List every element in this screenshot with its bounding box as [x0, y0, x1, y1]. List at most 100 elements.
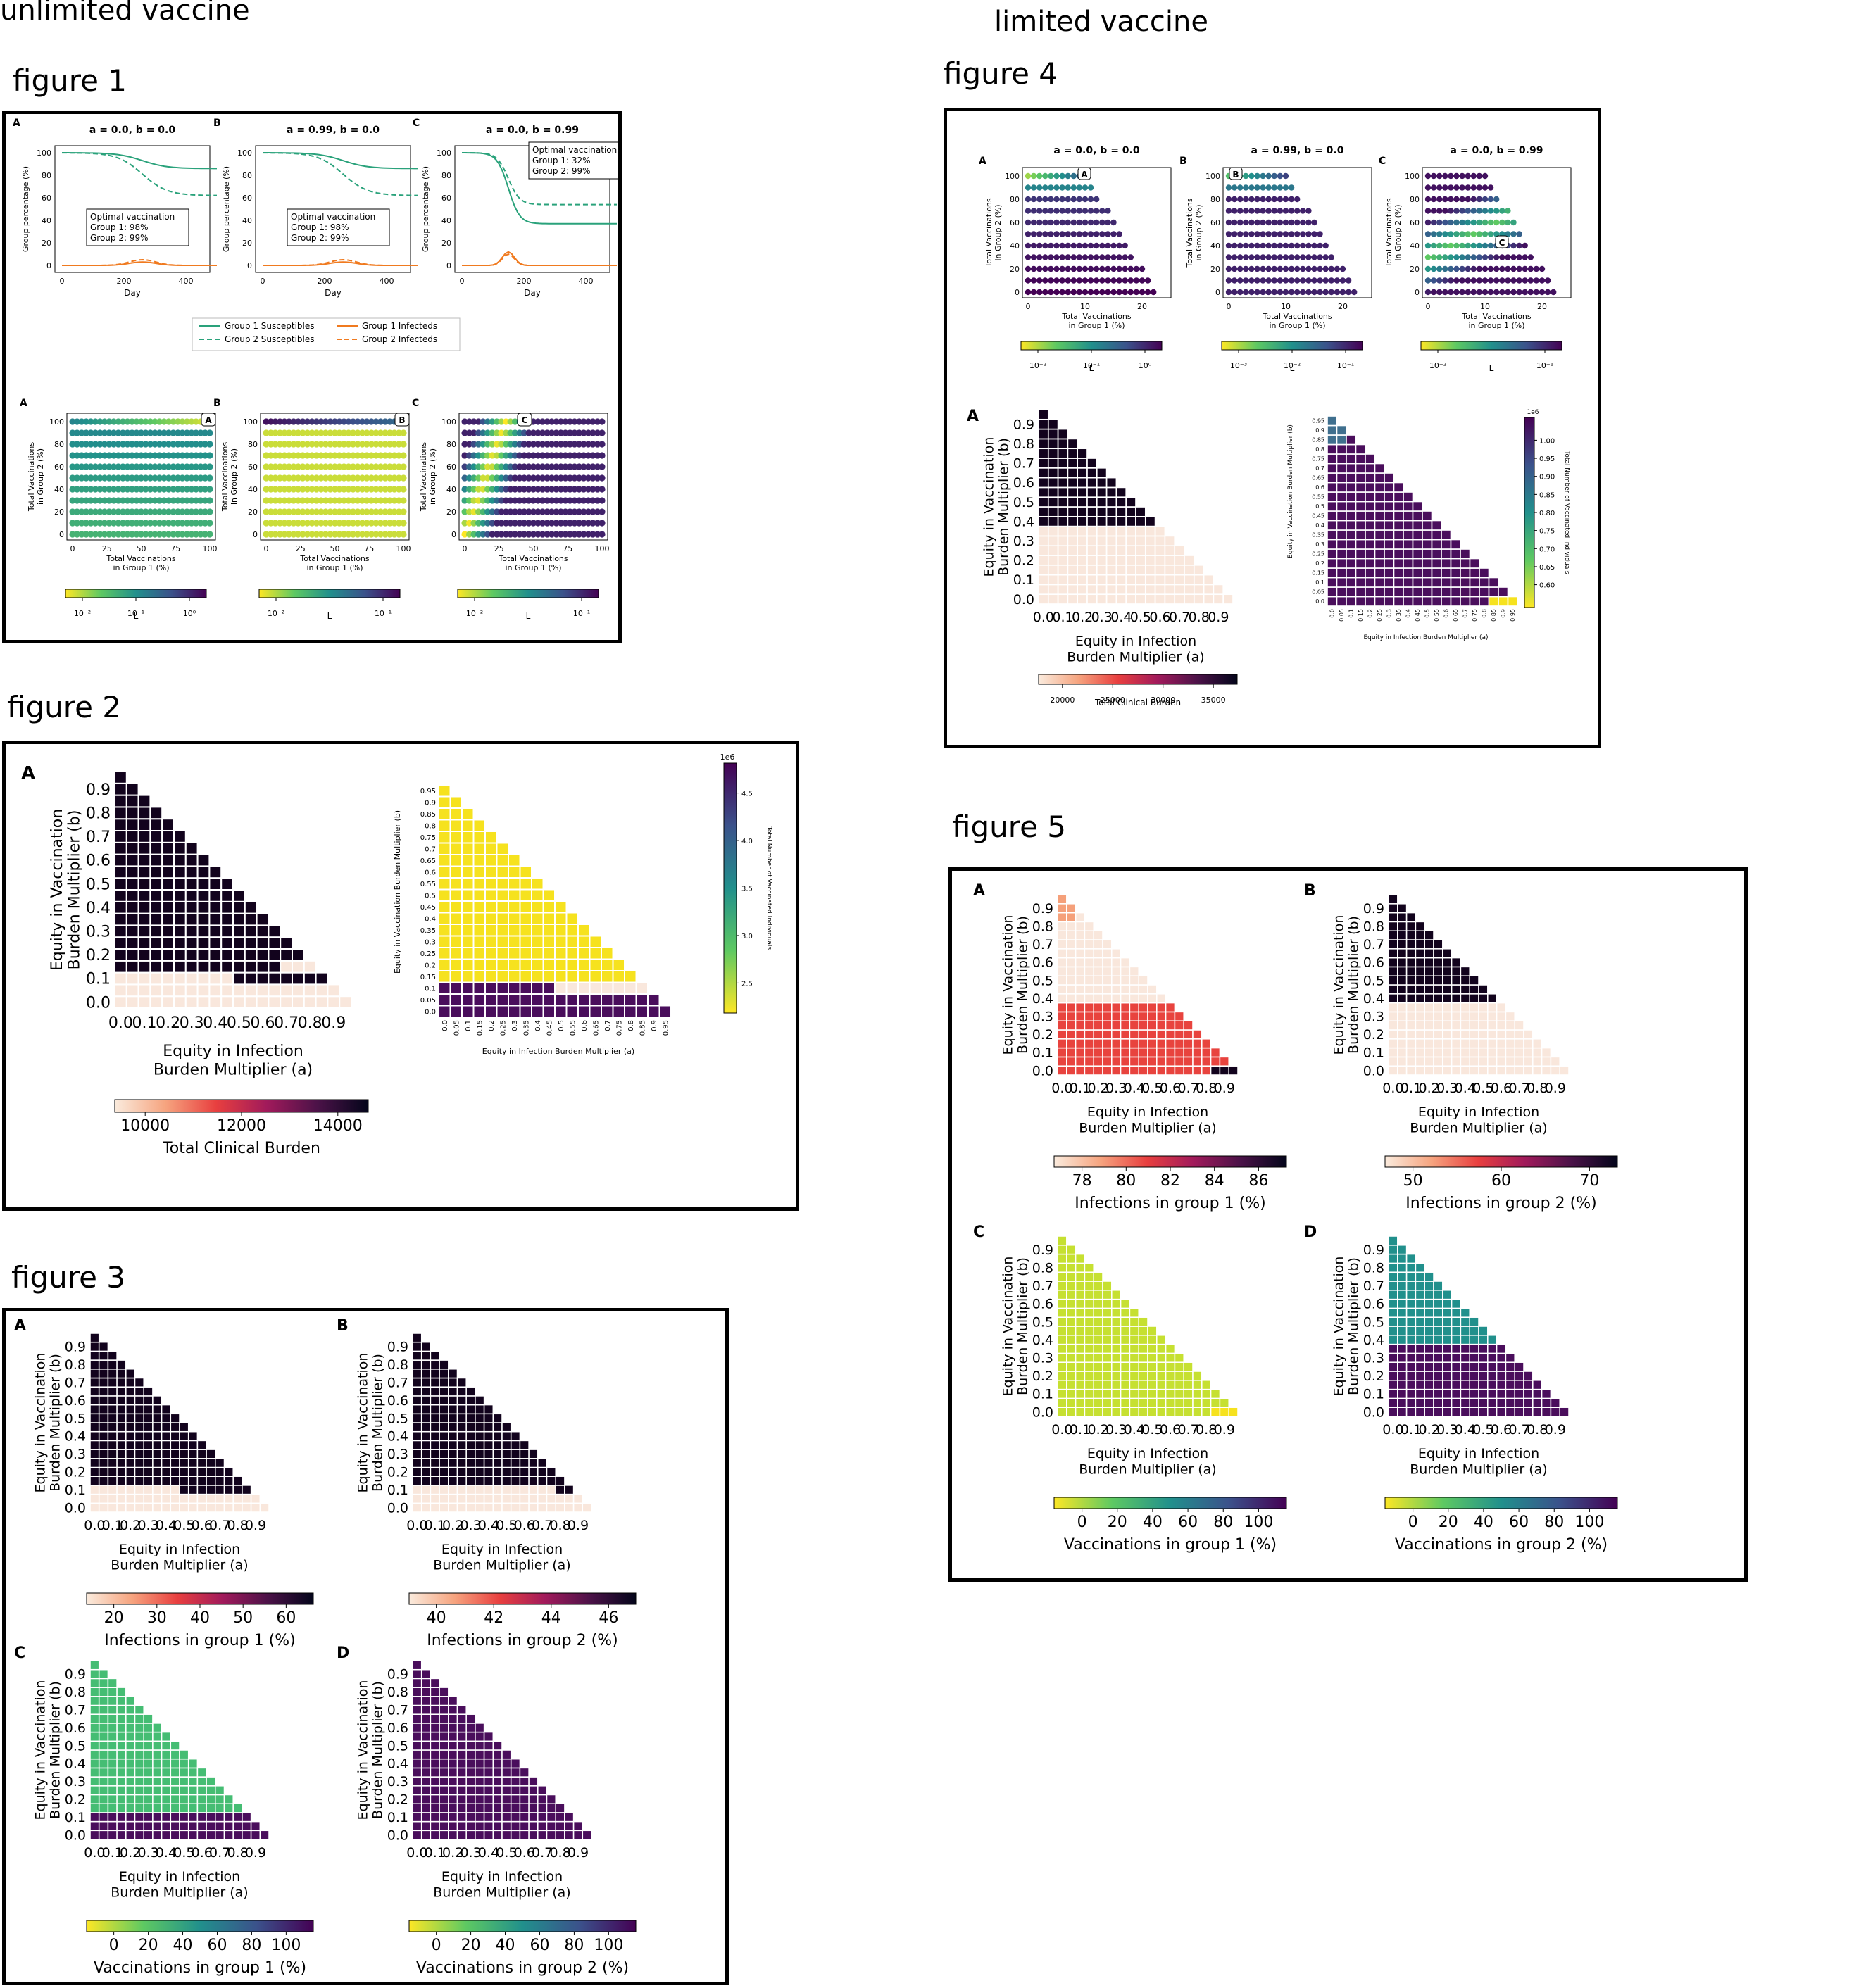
panel-letter: D — [337, 1644, 349, 1662]
fig5-heatmap-a-xtick: 0.2 — [1087, 1081, 1108, 1096]
fig4-heatmap-cell — [1105, 574, 1117, 586]
fig3-heatmap-d-cell — [475, 1758, 485, 1769]
fig2-small-heatmap-xtick: 0.0 — [441, 1020, 449, 1031]
fig5-heatmap-d-cell — [1469, 1343, 1479, 1354]
fig5-heatmap-a-cell — [1057, 1065, 1067, 1076]
fig3-heatmap-d-xlabel: Burden Multiplier (a) — [433, 1885, 570, 1901]
fig4-scatter-point — [1505, 219, 1511, 226]
fig5-heatmap-b-cell — [1405, 957, 1417, 968]
fig1-scatter-point — [96, 441, 104, 448]
fig3-heatmap-a-cell — [134, 1466, 144, 1477]
fig1-scatter-point — [87, 429, 94, 436]
fig4-scatter-point — [1265, 242, 1272, 249]
fig4-heatmap-cell — [1047, 515, 1059, 527]
fig5-heatmap-a-cell — [1084, 975, 1094, 986]
panel-letter: A — [13, 118, 20, 129]
fig1-scatter-point — [285, 508, 293, 515]
fig1-scatter-point — [303, 486, 311, 493]
fig4-small-heatmap-xtick: 0.6 — [1443, 609, 1450, 618]
fig3-heatmap-c-cell — [134, 1723, 144, 1733]
fig4-scatter-point — [1465, 265, 1471, 272]
fig3-heatmap-c-cell — [179, 1767, 189, 1778]
fig4-scatter-point — [1476, 277, 1483, 284]
fig5-heatmap-d-cell — [1487, 1380, 1498, 1390]
fig4-scatter-point — [1465, 289, 1471, 296]
fig4-heatmap-cell — [1086, 564, 1098, 576]
fig2-small-heatmap-ytick: 0.2 — [425, 962, 436, 969]
fig1-scatter-point — [349, 418, 357, 425]
fig5-heatmap-d-cell — [1496, 1361, 1507, 1372]
fig5-heatmap-c-cell — [1102, 1307, 1113, 1318]
fig5-heatmap-d-cell — [1523, 1407, 1534, 1417]
fig5-heatmap-d-cell — [1388, 1407, 1398, 1417]
fig4-heatmap-cell — [1213, 593, 1224, 605]
fig1-scatter-point — [170, 486, 177, 493]
fig2-heatmap-cell — [184, 888, 199, 902]
fig3-heatmap-d-cell — [501, 1803, 512, 1813]
fig1-scatter-point — [313, 497, 320, 504]
fig2-heatmap-cell — [137, 995, 151, 1009]
fig1-scatter-point — [267, 531, 275, 538]
fig4-colorbar-tick-label: 10⁻¹ — [1083, 361, 1100, 370]
fig2-heatmap-cell — [137, 841, 151, 855]
fig1-scatter-ytick: 80 — [248, 440, 258, 449]
fig1-colorbar-label: L — [134, 611, 139, 621]
fig3-heatmap-a-cell — [107, 1458, 118, 1468]
fig4-heatmap-cell — [1135, 584, 1146, 596]
fig5-heatmap-c-cell — [1075, 1352, 1086, 1363]
fig5-heatmap-a-cell — [1201, 1056, 1212, 1067]
fig4-scatter-point — [1311, 242, 1317, 249]
fig3-heatmap-a-cell — [125, 1404, 136, 1415]
fig1-scatter-point — [493, 418, 501, 425]
fig4-scatter-point — [1288, 289, 1295, 296]
fig3-heatmap-a-cell — [250, 1493, 261, 1504]
fig4-heatmap-cell — [1038, 593, 1049, 605]
fig4-heatmap-cell — [1077, 506, 1088, 517]
fig4-scatter-point — [1430, 242, 1437, 249]
fig4-heatmap-xtick: 0.6 — [1149, 610, 1170, 625]
fig1-scatter-ytick: 40 — [446, 485, 456, 494]
fig1-scatter-point — [377, 520, 384, 527]
fig2-small-heatmap-cell — [508, 888, 521, 902]
fig3-heatmap-a-cell — [152, 1430, 163, 1442]
fig2-small-heatmap-cell — [449, 831, 463, 844]
fig4-scatter-point — [1300, 265, 1306, 272]
fig2-heatmap-cell — [268, 960, 282, 974]
fig3-heatmap-d-cell — [564, 1820, 575, 1832]
fig3-heatmap-a-cell — [143, 1449, 154, 1459]
fig3-heatmap-c-cell — [116, 1740, 127, 1751]
fig1-scatter-point — [206, 463, 213, 470]
fig4-scatter-point — [1282, 172, 1289, 180]
fig3-heatmap-d-cell — [439, 1723, 449, 1733]
fig3-heatmap-d-cell — [412, 1812, 422, 1823]
fig5-heatmap-c-cell — [1057, 1407, 1067, 1417]
fig1-scatter-point — [197, 531, 204, 538]
fig1-scatter-point — [133, 418, 140, 425]
fig1-scatter-point — [571, 441, 578, 448]
fig5-heatmap-d-ytick: 0.7 — [1363, 1278, 1384, 1294]
fig5-heatmap-d-cell — [1397, 1343, 1408, 1354]
fig4-heatmap-cell — [1193, 574, 1205, 586]
fig4-scatter-point — [1453, 184, 1460, 191]
fig3-heatmap-c-cell — [116, 1820, 127, 1832]
fig1-scatter-point — [562, 531, 569, 538]
fig4-small-heatmap-cell — [1393, 596, 1404, 607]
fig5-heatmap-b-cell — [1442, 957, 1453, 968]
fig3-heatmap-d-cell — [420, 1785, 432, 1796]
fig2-small-heatmap-cell — [612, 970, 625, 983]
fig1-legend-box — [86, 208, 189, 246]
fig1-scatter-point — [507, 463, 514, 470]
fig4-small-heatmap-cell — [1336, 539, 1347, 550]
fig3-heatmap-d-cell — [519, 1776, 530, 1787]
fig3-heatmap-c-cell — [98, 1704, 109, 1715]
fig2-heatmap-cell — [256, 983, 270, 998]
fig3-heatmap-c-cell — [98, 1696, 109, 1706]
fig3-heatmap-c-cell — [161, 1785, 172, 1796]
fig5-heatmap-b-cell — [1424, 1029, 1434, 1040]
fig1-scatter-xlabel: Total Vaccinations — [106, 554, 176, 563]
fig3-heatmap-c-cell — [107, 1740, 118, 1751]
fig5-heatmap-c-cell — [1129, 1397, 1139, 1408]
fig1-scatter-point — [480, 486, 487, 493]
fig4-scatter-point — [1300, 254, 1306, 260]
fig4-small-heatmap-xtick: 0.7 — [1462, 609, 1469, 618]
